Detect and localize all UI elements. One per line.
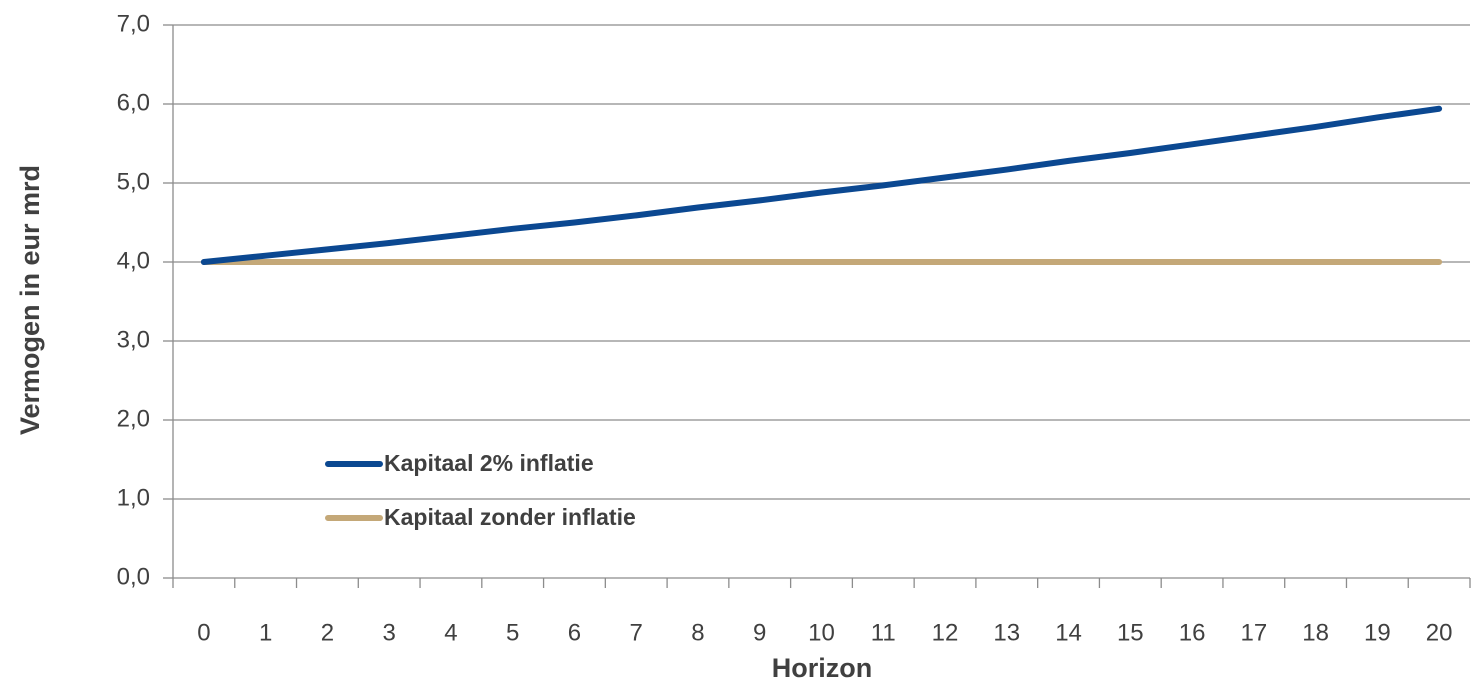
x-tick-label: 14 bbox=[1055, 619, 1082, 646]
y-tick-label: 3,0 bbox=[117, 326, 150, 353]
series-line bbox=[200, 105, 1443, 265]
x-tick-label: 17 bbox=[1240, 619, 1267, 646]
y-tick-label: 6,0 bbox=[117, 89, 150, 116]
x-tick-label: 19 bbox=[1364, 619, 1391, 646]
y-tick-label: 7,0 bbox=[117, 10, 150, 37]
y-tick-label: 2,0 bbox=[117, 405, 150, 432]
x-tick-label: 11 bbox=[871, 619, 896, 646]
x-axis-title: Horizon bbox=[772, 653, 873, 683]
y-tick-label: 1,0 bbox=[117, 484, 150, 511]
x-tick-label: 20 bbox=[1426, 619, 1453, 646]
x-tick-label: 13 bbox=[993, 619, 1020, 646]
x-tick-label: 16 bbox=[1179, 619, 1206, 646]
x-tick-label: 5 bbox=[506, 619, 519, 646]
x-tick-label: 12 bbox=[932, 619, 959, 646]
x-tick-label: 2 bbox=[321, 619, 334, 646]
x-tick-label: 18 bbox=[1302, 619, 1329, 646]
legend-label: Kapitaal zonder inflatie bbox=[384, 504, 636, 530]
y-tick-label: 0,0 bbox=[117, 563, 150, 590]
x-tick-label: 15 bbox=[1117, 619, 1144, 646]
y-axis-title: Vermogen in eur mrd bbox=[15, 165, 45, 435]
x-tick-label: 8 bbox=[691, 619, 704, 646]
y-tick-label: 4,0 bbox=[117, 247, 150, 274]
x-tick-label: 0 bbox=[197, 619, 210, 646]
x-tick-label: 10 bbox=[808, 619, 835, 646]
x-tick-label: 7 bbox=[630, 619, 643, 646]
x-tick-label: 9 bbox=[753, 619, 766, 646]
x-tick-label: 3 bbox=[382, 619, 395, 646]
y-tick-label: 5,0 bbox=[117, 168, 150, 195]
x-tick-label: 4 bbox=[444, 619, 457, 646]
legend-label: Kapitaal 2% inflatie bbox=[384, 450, 594, 476]
x-tick-label: 6 bbox=[568, 619, 581, 646]
x-tick-label: 1 bbox=[259, 619, 272, 646]
